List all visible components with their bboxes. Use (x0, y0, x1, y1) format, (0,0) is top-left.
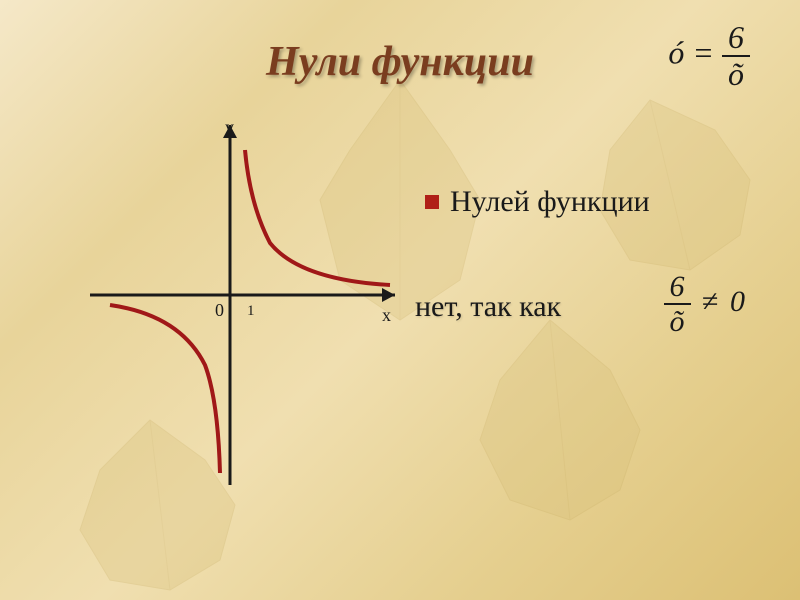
x-arrow (382, 288, 395, 302)
formula-bottom-num: 6 (664, 270, 691, 305)
formula-bottom-den: õ (664, 305, 691, 338)
bullet-text: Нулей функции (450, 185, 650, 219)
chart-area: y x 0 1 (70, 125, 410, 485)
origin-label: 0 (215, 300, 224, 321)
formula-eq: = (692, 35, 714, 71)
hyperbola-branch-2 (110, 305, 220, 473)
formula-den: õ (722, 57, 750, 92)
formula-fraction: 6 õ (722, 20, 750, 92)
formula-num: 6 (722, 20, 750, 57)
formula-top: ó = 6 õ (668, 20, 750, 92)
formula-bottom: 6 õ ≠ 0 (664, 270, 745, 338)
conclusion-text: нет, так как (415, 290, 561, 324)
function-graph (70, 125, 410, 485)
tick-1-label: 1 (247, 303, 255, 320)
formula-bottom-rhs: 0 (730, 285, 745, 318)
slide-title: Нули функции (266, 38, 534, 86)
formula-bottom-fraction: 6 õ (664, 270, 691, 338)
hyperbola-branch-1 (245, 150, 390, 285)
formula-lhs: ó (668, 35, 684, 71)
y-axis-label: y (225, 117, 234, 138)
bullet-square-icon (425, 195, 439, 209)
x-axis-label: x (382, 305, 391, 326)
not-equal-sign: ≠ (698, 285, 722, 318)
